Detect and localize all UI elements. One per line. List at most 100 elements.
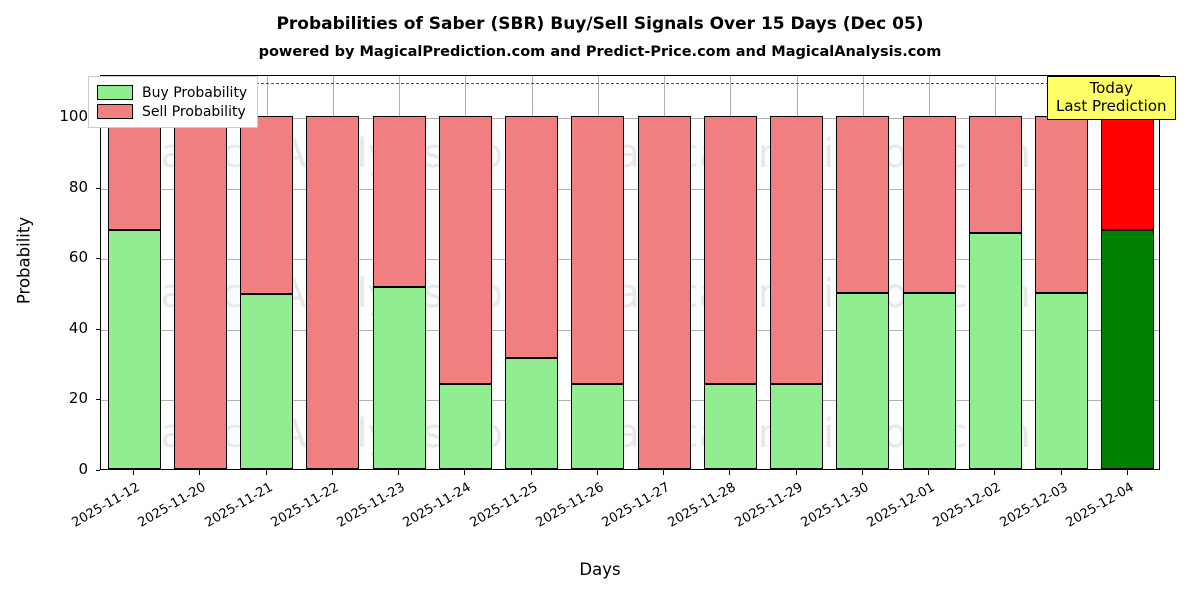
bar-segment-sell	[1101, 116, 1155, 231]
bar-segment-sell	[571, 116, 625, 385]
x-tick-label: 2025-11-29	[732, 480, 806, 531]
x-tick-label: 2025-12-04	[1063, 480, 1137, 531]
bar-segment-sell	[372, 116, 426, 288]
y-tick-mark	[96, 328, 100, 330]
x-tick-mark	[530, 470, 532, 475]
x-tick-label: 2025-11-30	[798, 480, 872, 531]
x-tick-label: 2025-11-26	[533, 480, 607, 531]
y-axis-label-wrap: Probability	[8, 75, 36, 470]
x-tick-mark	[1126, 470, 1128, 475]
bar-segment-buy	[505, 357, 559, 469]
bar-segment-buy	[968, 232, 1022, 469]
x-tick-label: 2025-11-12	[69, 480, 143, 531]
chart-legend: Buy Probability Sell Probability	[88, 76, 259, 128]
bar-segment-sell	[703, 116, 757, 385]
bar-2025-12-03	[1035, 74, 1089, 469]
x-tick-mark	[994, 470, 996, 475]
legend-swatch-buy	[97, 85, 133, 100]
bar-series-layer	[101, 76, 1159, 469]
bar-2025-12-02	[968, 74, 1022, 469]
reference-dashed-line	[101, 83, 1159, 85]
x-tick-mark	[928, 470, 930, 475]
legend-item-buy: Buy Probability	[97, 83, 247, 102]
y-tick-label: 60	[68, 248, 88, 267]
bar-segment-buy	[438, 384, 492, 469]
bar-2025-11-21	[240, 74, 294, 469]
x-tick-mark	[1060, 470, 1062, 475]
bar-segment-sell	[505, 116, 559, 358]
x-tick-label: 2025-12-01	[864, 480, 938, 531]
chart-subtitle: powered by MagicalPrediction.com and Pre…	[258, 44, 942, 60]
x-tick-label: 2025-12-03	[997, 480, 1071, 531]
x-tick-label: 2025-11-23	[334, 480, 408, 531]
bar-segment-sell	[902, 116, 956, 293]
bar-segment-buy	[902, 292, 956, 469]
x-tick-label: 2025-12-02	[930, 480, 1004, 531]
y-tick-label: 20	[68, 389, 88, 408]
bar-segment-buy	[836, 292, 890, 469]
bar-2025-11-12	[107, 74, 161, 469]
bar-segment-buy	[372, 287, 426, 469]
bar-segment-sell	[637, 116, 691, 469]
x-tick-label: 2025-11-28	[665, 480, 739, 531]
x-tick-mark	[596, 470, 598, 475]
x-tick-mark	[729, 470, 731, 475]
y-tick-label: 80	[68, 177, 88, 196]
x-tick-mark	[133, 470, 135, 475]
bar-segment-sell	[968, 116, 1022, 233]
bar-segment-sell	[1035, 116, 1089, 293]
x-tick-label: 2025-11-22	[268, 480, 342, 531]
bar-2025-12-04	[1101, 74, 1155, 469]
y-tick-label: 0	[78, 460, 88, 478]
today-annotation-line2: Last Prediction	[1056, 96, 1167, 115]
chart-title: Probabilities of Saber (SBR) Buy/Sell Si…	[276, 14, 924, 34]
bar-segment-buy	[571, 384, 625, 469]
x-tick-mark	[265, 470, 267, 475]
bar-2025-11-30	[836, 74, 890, 469]
bar-2025-11-22	[306, 74, 360, 469]
y-tick-mark	[96, 187, 100, 189]
y-tick-mark	[96, 470, 100, 471]
bar-segment-buy	[1035, 292, 1089, 469]
y-tick-mark	[96, 258, 100, 260]
bar-segment-sell	[240, 116, 294, 295]
bar-segment-buy	[1101, 230, 1155, 469]
bar-segment-sell	[107, 116, 161, 231]
plot-area: MagicalAnalysis.comMagicalPrediction.com…	[100, 75, 1160, 470]
bar-2025-11-25	[505, 74, 559, 469]
bar-segment-sell	[438, 116, 492, 385]
gridline-horizontal	[101, 400, 1159, 402]
today-annotation: Today Last Prediction	[1047, 76, 1176, 121]
bar-2025-11-20	[173, 74, 227, 469]
x-tick-mark	[331, 470, 333, 475]
bar-2025-11-26	[571, 74, 625, 469]
bar-segment-buy	[107, 230, 161, 469]
y-tick-label: 100	[59, 107, 88, 126]
legend-item-sell: Sell Probability	[97, 102, 247, 121]
x-tick-label: 2025-11-24	[400, 480, 474, 531]
bar-segment-sell	[836, 116, 890, 293]
bar-segment-sell	[770, 116, 824, 385]
gridline-horizontal	[101, 259, 1159, 261]
bar-segment-sell	[173, 116, 227, 469]
bar-2025-11-24	[438, 74, 492, 469]
x-tick-label: 2025-11-21	[202, 480, 276, 531]
x-tick-mark	[663, 470, 665, 475]
x-tick-label: 2025-11-20	[135, 480, 209, 531]
bar-2025-11-28	[703, 74, 757, 469]
bar-segment-buy	[770, 384, 824, 469]
bar-segment-sell	[306, 116, 360, 469]
today-annotation-line1: Today	[1089, 79, 1133, 97]
x-tick-mark	[464, 470, 466, 475]
bar-2025-11-23	[372, 74, 426, 469]
y-tick-mark	[96, 399, 100, 401]
x-tick-mark	[398, 470, 400, 475]
y-tick-label: 40	[68, 318, 88, 337]
bar-2025-12-01	[902, 74, 956, 469]
x-tick-label: 2025-11-25	[467, 480, 541, 531]
x-axis-label: Days	[579, 560, 621, 579]
x-tick-mark	[861, 470, 863, 475]
bar-segment-buy	[240, 294, 294, 469]
bar-segment-buy	[703, 384, 757, 469]
